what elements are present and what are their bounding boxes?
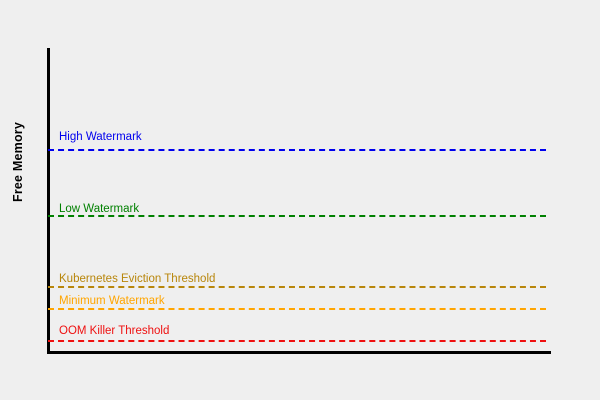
threshold-label-minimum-watermark: Minimum Watermark	[59, 295, 165, 307]
y-axis-line	[47, 48, 50, 354]
threshold-line-low-watermark	[48, 215, 546, 217]
threshold-label-kubernetes-eviction-threshold: Kubernetes Eviction Threshold	[59, 273, 216, 285]
threshold-line-minimum-watermark	[48, 308, 546, 310]
threshold-line-kubernetes-eviction-threshold	[48, 286, 546, 288]
threshold-label-low-watermark: Low Watermark	[59, 203, 140, 215]
x-axis-line	[47, 351, 551, 354]
y-axis-title: Free Memory	[11, 122, 25, 203]
threshold-line-high-watermark	[48, 149, 546, 151]
threshold-line-oom-killer-threshold	[48, 340, 546, 342]
threshold-label-high-watermark: High Watermark	[59, 131, 142, 143]
threshold-label-oom-killer-threshold: OOM Killer Threshold	[59, 325, 170, 337]
